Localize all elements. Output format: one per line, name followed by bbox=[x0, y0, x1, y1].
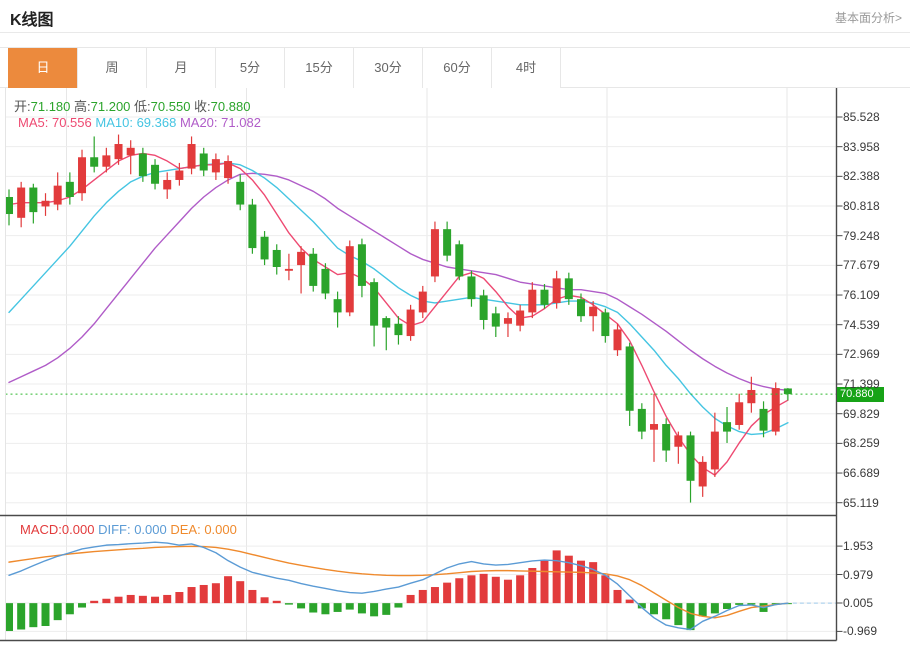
tab-月[interactable]: 月 bbox=[146, 48, 216, 88]
price-axis-tick: 71.399 bbox=[843, 377, 880, 392]
open-value: 71.180 bbox=[30, 99, 71, 114]
tab-5分[interactable]: 5分 bbox=[215, 48, 285, 88]
ohlc-legend: 开:71.180 高:71.200 低:70.550 收:70.880 bbox=[14, 96, 250, 115]
macd-value-legend: MACD:0.000 bbox=[20, 522, 95, 537]
tab-30分[interactable]: 30分 bbox=[353, 48, 423, 88]
ma10-legend: MA10: 69.368 bbox=[95, 115, 177, 130]
macd-axis-tick: 1.953 bbox=[843, 539, 874, 554]
macd-axis-tick: 0.979 bbox=[843, 567, 874, 582]
ma20-legend: MA20: 71.082 bbox=[179, 115, 261, 130]
tab-4时[interactable]: 4时 bbox=[491, 48, 561, 88]
page-header: K线图 基本面分析> bbox=[0, 0, 910, 33]
tab-周[interactable]: 周 bbox=[77, 48, 147, 88]
price-axis-tick: 69.829 bbox=[843, 406, 880, 421]
price-axis-tick: 80.818 bbox=[843, 199, 880, 213]
price-axis-tick: 72.969 bbox=[843, 347, 880, 362]
fundamental-analysis-link[interactable]: 基本面分析> bbox=[834, 11, 902, 25]
price-axis-tick: 74.539 bbox=[843, 317, 880, 332]
open-label: 开: bbox=[14, 99, 31, 114]
high-label: 高: bbox=[74, 99, 91, 114]
low-value: 70.550 bbox=[150, 99, 191, 114]
price-axis-tick: 76.109 bbox=[843, 288, 880, 303]
diff-value-legend: DIFF: 0.000 bbox=[98, 522, 167, 537]
close-label: 收: bbox=[194, 99, 211, 114]
page-title: K线图 bbox=[10, 12, 54, 29]
price-axis-tick: 79.248 bbox=[843, 228, 880, 243]
macd-axis-tick: 0.005 bbox=[843, 596, 874, 610]
low-label: 低: bbox=[134, 99, 151, 114]
tab-15分[interactable]: 15分 bbox=[284, 48, 354, 88]
macd-axis-tick: -0.969 bbox=[843, 624, 878, 639]
price-axis-tick: 83.958 bbox=[843, 139, 880, 154]
period-tabs: 日周月 5分 15分 30分 60分 4时 bbox=[0, 47, 910, 88]
dea-value-legend: DEA: 0.000 bbox=[170, 522, 237, 537]
close-value: 70.880 bbox=[210, 99, 251, 114]
ma-legend: MA5: 70.556 MA10: 69.368 MA20: 71.082 bbox=[18, 115, 261, 130]
tab-日[interactable]: 日 bbox=[8, 48, 78, 88]
price-axis-tick: 66.689 bbox=[843, 466, 880, 481]
ma5-legend: MA5: 70.556 bbox=[18, 115, 92, 130]
high-value: 71.200 bbox=[90, 99, 131, 114]
current-price-tag: 70.880 bbox=[837, 387, 884, 402]
price-axis-tick: 85.528 bbox=[843, 110, 880, 124]
price-axis-tick: 68.259 bbox=[843, 436, 880, 451]
price-axis-tick: 82.388 bbox=[843, 169, 880, 184]
price-axis-tick: 65.119 bbox=[843, 495, 879, 510]
tab-60分[interactable]: 60分 bbox=[422, 48, 492, 88]
price-axis-tick: 77.679 bbox=[843, 258, 880, 273]
macd-legend: MACD:0.000 DIFF: 0.000 DEA: 0.000 bbox=[20, 522, 237, 537]
